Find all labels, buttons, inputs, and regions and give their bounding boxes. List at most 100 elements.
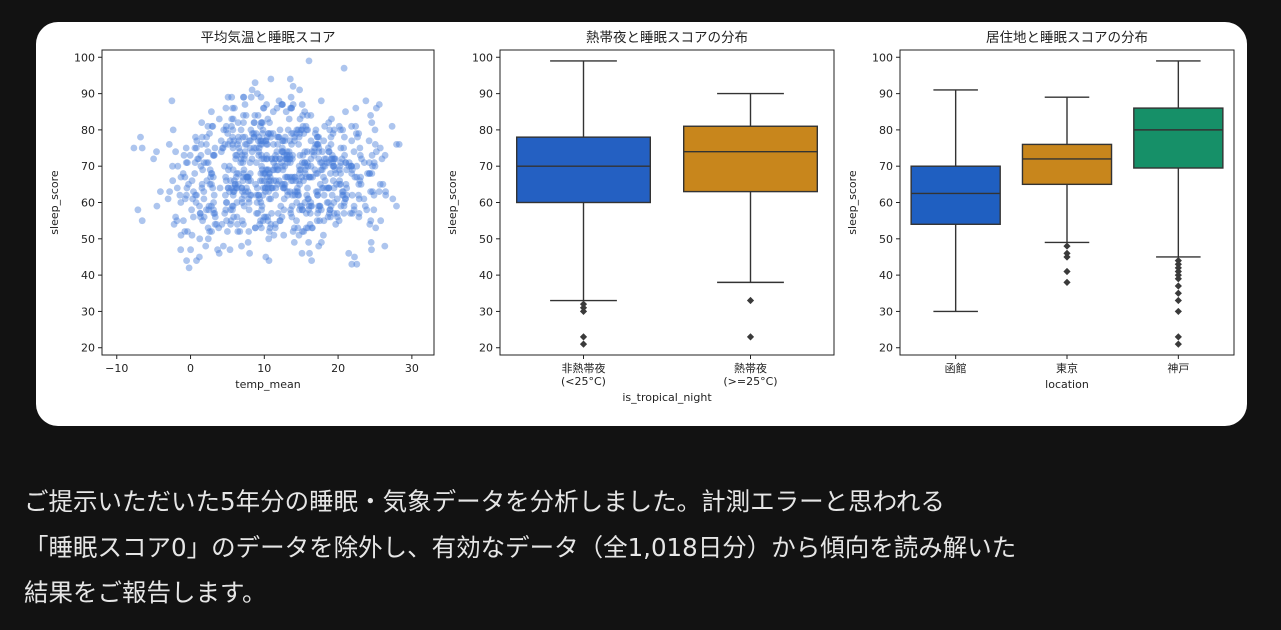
scatter-point bbox=[310, 151, 318, 159]
outlier-point bbox=[1063, 278, 1071, 286]
y-tick-label: 40 bbox=[479, 269, 493, 282]
x-axis-label: is_tropical_night bbox=[622, 391, 712, 404]
scatter-point bbox=[210, 151, 218, 159]
scatter-point bbox=[209, 173, 217, 181]
scatter-point bbox=[313, 141, 321, 148]
scatter-point bbox=[295, 141, 302, 148]
scatter-point bbox=[279, 148, 287, 156]
scatter-point bbox=[366, 170, 373, 177]
scatter-point bbox=[279, 137, 286, 145]
scatter-point bbox=[348, 170, 356, 177]
scatter-point bbox=[223, 199, 231, 206]
scatter-point bbox=[337, 159, 345, 167]
scatter-point bbox=[184, 228, 191, 235]
scatter-point bbox=[241, 141, 249, 148]
scatter-point bbox=[304, 224, 312, 232]
scatter-point bbox=[211, 220, 219, 228]
scatter-point bbox=[278, 180, 286, 188]
box-iqr bbox=[683, 125, 819, 193]
x-tick-label: 30 bbox=[405, 362, 419, 375]
scatter-point bbox=[353, 162, 361, 170]
scatter-point bbox=[227, 177, 234, 185]
scatter-point bbox=[209, 122, 217, 130]
scatter-point bbox=[287, 210, 295, 217]
scatter-point bbox=[321, 177, 329, 185]
scatter-point bbox=[320, 231, 327, 239]
scatter-point bbox=[279, 148, 287, 156]
scatter-point bbox=[252, 144, 260, 152]
scatter-point bbox=[314, 191, 322, 199]
scatter-point bbox=[296, 86, 303, 94]
scatter-point bbox=[182, 159, 190, 167]
scatter-point bbox=[342, 159, 350, 167]
scatter-point bbox=[245, 195, 253, 203]
scatter-point bbox=[258, 177, 266, 185]
scatter-point bbox=[262, 137, 269, 145]
scatter-point bbox=[264, 217, 272, 225]
scatter-point bbox=[324, 184, 332, 192]
y-tick-label: 20 bbox=[81, 342, 95, 355]
scatter-point bbox=[367, 112, 374, 119]
scatter-point bbox=[287, 104, 294, 112]
scatter-point bbox=[286, 173, 294, 181]
y-tick-label: 100 bbox=[472, 51, 493, 64]
scatter-point bbox=[348, 137, 356, 145]
scatter-point bbox=[258, 202, 266, 210]
scatter-point bbox=[191, 159, 199, 167]
scatter-point bbox=[229, 141, 237, 148]
scatter-point bbox=[326, 206, 334, 214]
scatter-point bbox=[365, 159, 373, 167]
scatter-point bbox=[301, 166, 309, 174]
scatter-point bbox=[251, 112, 259, 119]
scatter-point bbox=[321, 162, 329, 170]
scatter-point bbox=[264, 166, 272, 174]
scatter-point bbox=[245, 199, 253, 206]
chart-title: 居住地と睡眠スコアの分布 bbox=[986, 30, 1148, 46]
scatter-point bbox=[373, 104, 380, 112]
scatter-point bbox=[305, 195, 312, 203]
y-tick-label: 40 bbox=[81, 269, 95, 282]
scatter-point bbox=[298, 101, 306, 108]
scatter-point bbox=[263, 166, 271, 174]
scatter-point bbox=[265, 130, 272, 137]
scatter-point bbox=[247, 177, 255, 185]
scatter-point bbox=[267, 177, 275, 185]
scatter-point bbox=[293, 217, 300, 225]
scatter-point bbox=[299, 112, 307, 119]
scatter-point bbox=[305, 202, 313, 210]
scatter-point bbox=[283, 155, 291, 163]
scatter-point bbox=[280, 206, 288, 214]
scatter-point bbox=[279, 162, 286, 170]
scatter-point bbox=[180, 151, 188, 159]
scatter-point bbox=[236, 148, 244, 156]
scatter-point bbox=[353, 173, 361, 181]
scatter-point bbox=[255, 133, 263, 141]
scatter-point bbox=[249, 130, 256, 137]
scatter-point bbox=[296, 180, 303, 188]
scatter-point bbox=[345, 249, 353, 257]
scatter-point bbox=[308, 257, 315, 264]
scatter-point bbox=[250, 130, 258, 137]
scatter-point bbox=[233, 220, 241, 228]
scatter-point bbox=[259, 119, 267, 126]
scatter-point bbox=[317, 159, 324, 167]
outlier-point bbox=[1063, 253, 1071, 261]
y-tick-label: 30 bbox=[879, 305, 893, 318]
scatter-point bbox=[254, 210, 262, 217]
scatter-point bbox=[193, 137, 201, 145]
scatter-point bbox=[262, 213, 269, 221]
scatter-point bbox=[325, 210, 333, 217]
scatter-point bbox=[258, 141, 266, 148]
y-tick-label: 70 bbox=[81, 160, 95, 173]
scatter-point bbox=[272, 177, 280, 185]
scatter-point bbox=[357, 173, 364, 181]
scatter-point bbox=[229, 202, 237, 210]
scatter-point bbox=[302, 122, 310, 130]
scatter-point bbox=[187, 246, 195, 254]
scatter-point bbox=[358, 155, 365, 163]
scatter-point bbox=[273, 104, 281, 112]
scatter-point bbox=[238, 217, 246, 225]
scatter-point bbox=[235, 137, 243, 145]
scatter-point bbox=[332, 220, 340, 228]
scatter-point bbox=[207, 173, 215, 181]
